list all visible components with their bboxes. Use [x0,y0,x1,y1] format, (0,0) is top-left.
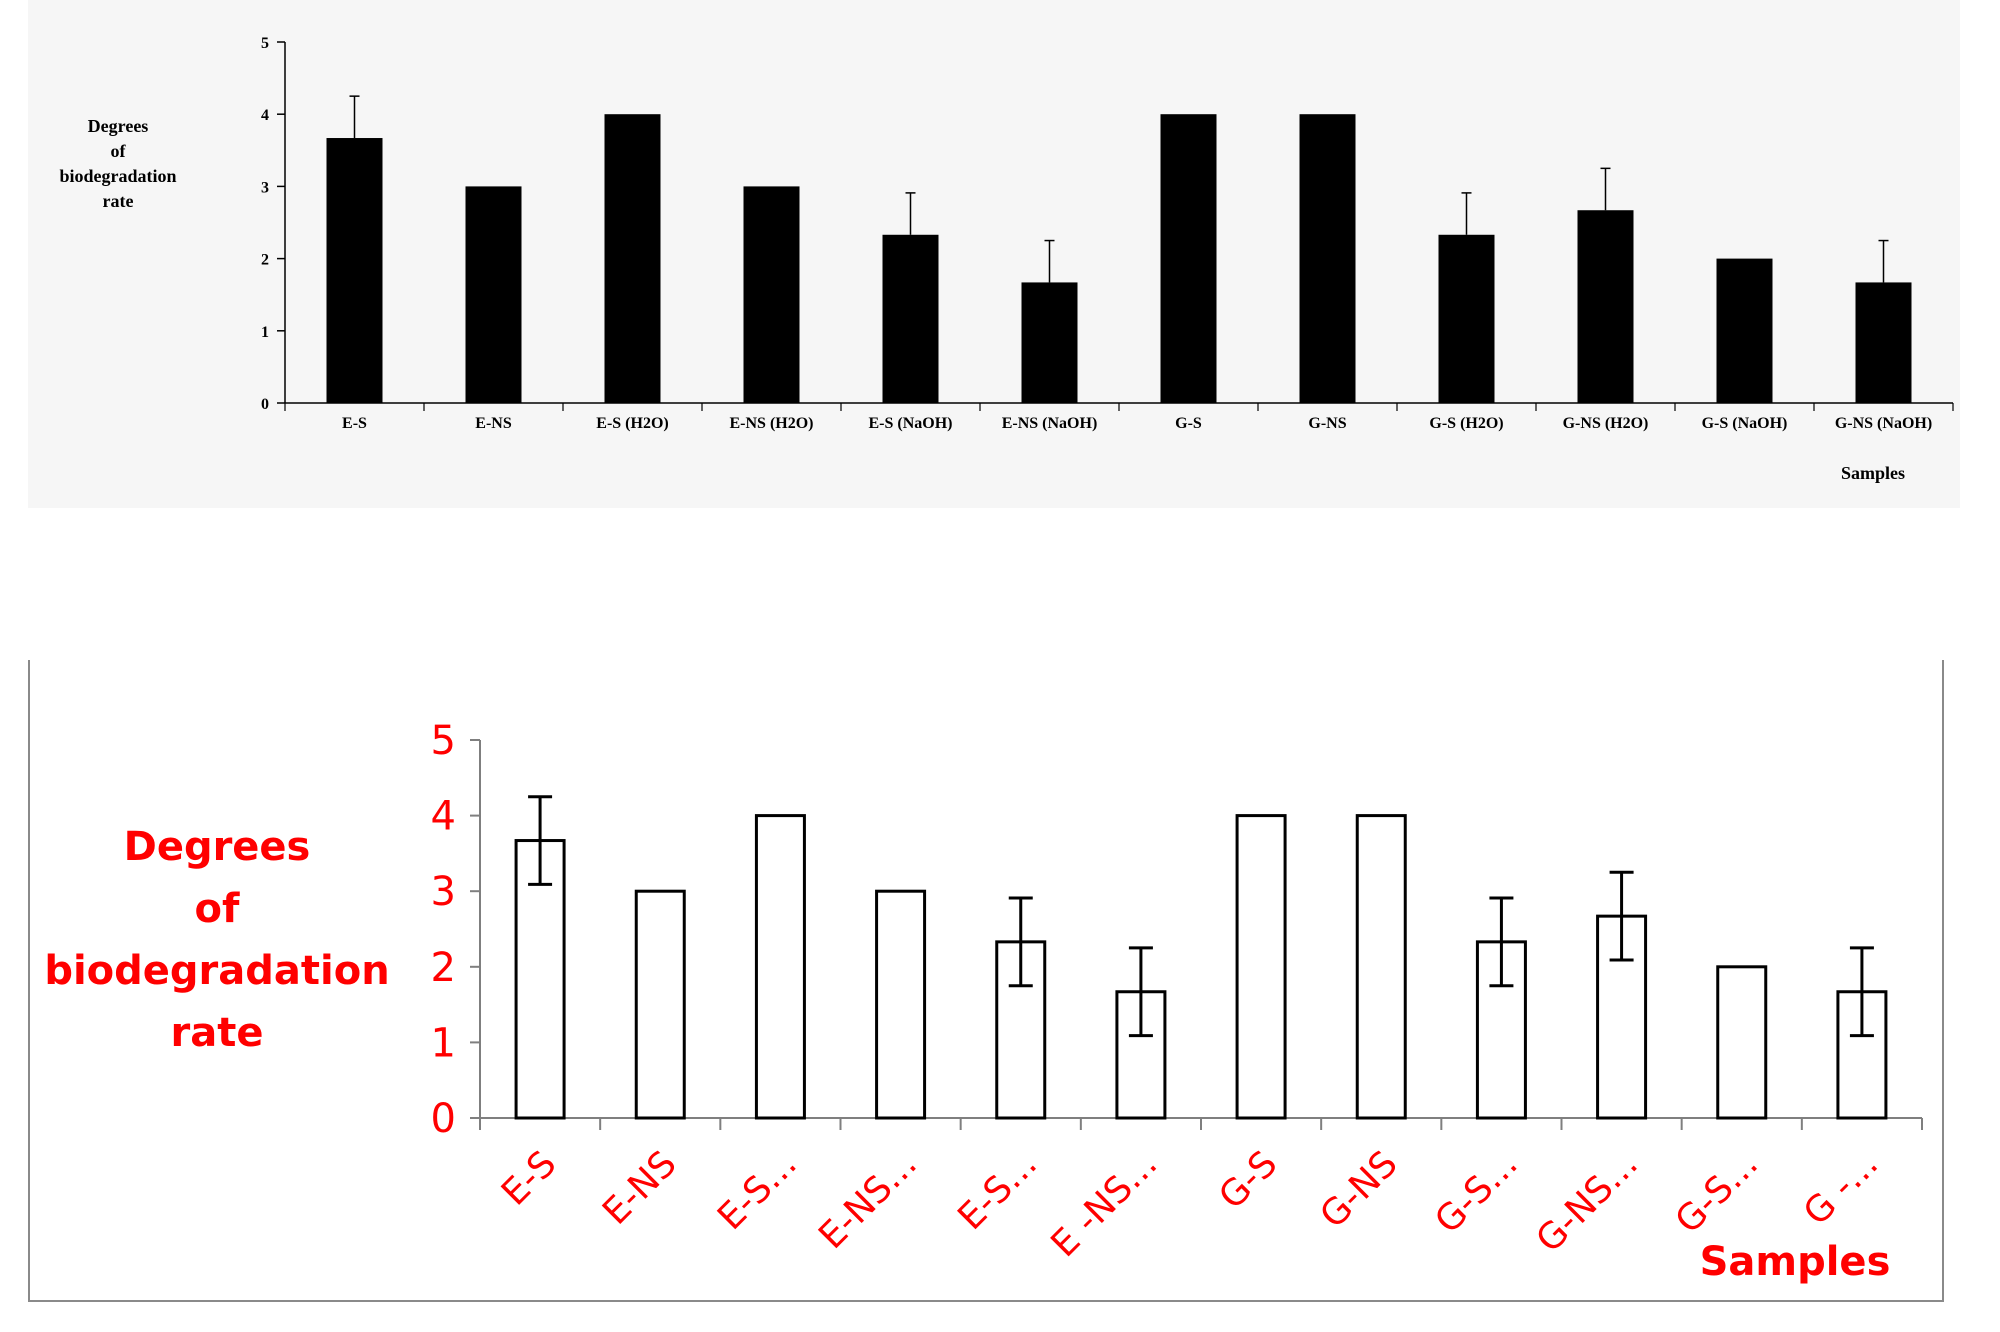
y-tick-label: 4 [261,107,269,124]
bar [604,114,661,403]
bar [465,186,522,403]
y-tick-label: 1 [431,1020,456,1066]
bar [1235,814,1287,1120]
x-tick-label: E-S... [950,1143,1045,1238]
y-axis-label-line: rate [171,1010,264,1056]
x-axis-label: Samples [1841,463,1905,483]
x-tick-labels: E-S E-NS E-S... E-NS... E-S...E -NS... G-S G-N… [494,1143,1886,1265]
bar [754,814,806,1120]
y-axis-label-line: rate [103,191,134,211]
recreated-chart: Degrees of biodegradation rate 0 1 2 3 4 5 E-S E-… [44,718,1923,1285]
bar [634,889,686,1120]
bars [514,814,1888,1120]
x-tick-label: G-NS (H2O) [1563,415,1649,432]
x-tick-label: G-S (H2O) [1429,415,1503,432]
x-tick-label: E-S... [710,1143,805,1238]
x-tick-label: E-S (H2O) [596,415,668,432]
y-tick-label: 2 [431,945,456,991]
y-tick-label: 4 [431,794,456,840]
bars [326,114,1912,403]
x-tick-label: E-S [342,415,367,432]
x-tick-label: G-S... [1427,1143,1525,1241]
y-axis-label-line: of [111,141,127,161]
error-bars [528,795,1874,1038]
x-tick-label: G-NS [1313,1143,1406,1236]
bar [875,889,927,1120]
y-axis-label: Degrees of biodegradation rate [59,116,176,211]
x-tick-label: E -NS... [1043,1143,1165,1265]
y-tick-label: 0 [431,1096,456,1142]
x-tick-label: G-NS... [1529,1143,1646,1260]
bar [1716,258,1773,403]
bar [1577,210,1634,403]
y-tick-label: 5 [261,35,269,52]
x-tick-label: G-NS [1308,415,1346,432]
y-axis-label-line: Degrees [124,824,311,870]
bar [514,839,566,1120]
x-tick-labels: E-S E-NS E-S (H2O) E-NS (H2O) E-S (NaOH) E-NS… [342,415,1932,432]
y-tick-labels: 0 1 2 3 4 5 [431,718,456,1142]
bar [1160,114,1217,403]
x-tick-label: G -... [1796,1143,1886,1233]
x-tick-label: G-NS (NaOH) [1835,415,1932,432]
bar [1355,814,1407,1120]
bar [1021,282,1078,403]
y-tick-label: 1 [261,324,269,341]
x-tick-label: G-S [1175,415,1202,432]
y-tick-label: 2 [261,252,269,269]
bar [1438,234,1495,403]
x-tick-label: E-S (NaOH) [869,415,953,432]
bar [882,234,939,403]
y-axis-label-line: biodegradation [59,166,176,186]
bar [1855,282,1912,403]
x-tick-label: E-S [494,1143,564,1213]
x-tick-label: E-NS [595,1143,684,1232]
x-tick-label: E-NS (NaOH) [1002,415,1098,432]
axes [277,41,1954,411]
y-axis-label-line: of [195,886,240,932]
bar [326,138,383,403]
y-tick-label: 5 [431,718,456,764]
y-tick-label: 0 [261,396,269,413]
bar [1299,114,1356,403]
y-axis-label: Degrees of biodegradation rate [44,824,389,1056]
x-tick-label: E-NS (H2O) [730,415,814,432]
bar [1716,965,1768,1120]
error-bars [349,95,1889,283]
y-tick-label: 3 [431,869,456,915]
recreated-chart-panel: Degrees of biodegradation rate 0 1 2 3 4 5 E-S E-… [28,660,1944,1302]
x-tick-label: E-NS [475,415,512,432]
y-tick-labels: 0 1 2 3 4 5 [261,35,269,413]
x-tick-label: E-NS... [811,1143,925,1257]
x-tick-label: G-S... [1668,1143,1766,1241]
y-axis-label-line: biodegradation [44,948,389,994]
axes [470,739,1923,1130]
x-tick-label: G-S (NaOH) [1702,415,1788,432]
x-axis-label: Samples [1700,1239,1891,1285]
x-tick-label: G-S [1211,1143,1285,1217]
y-tick-label: 3 [261,179,269,196]
y-axis-label-line: Degrees [88,116,149,136]
bar [743,186,800,403]
